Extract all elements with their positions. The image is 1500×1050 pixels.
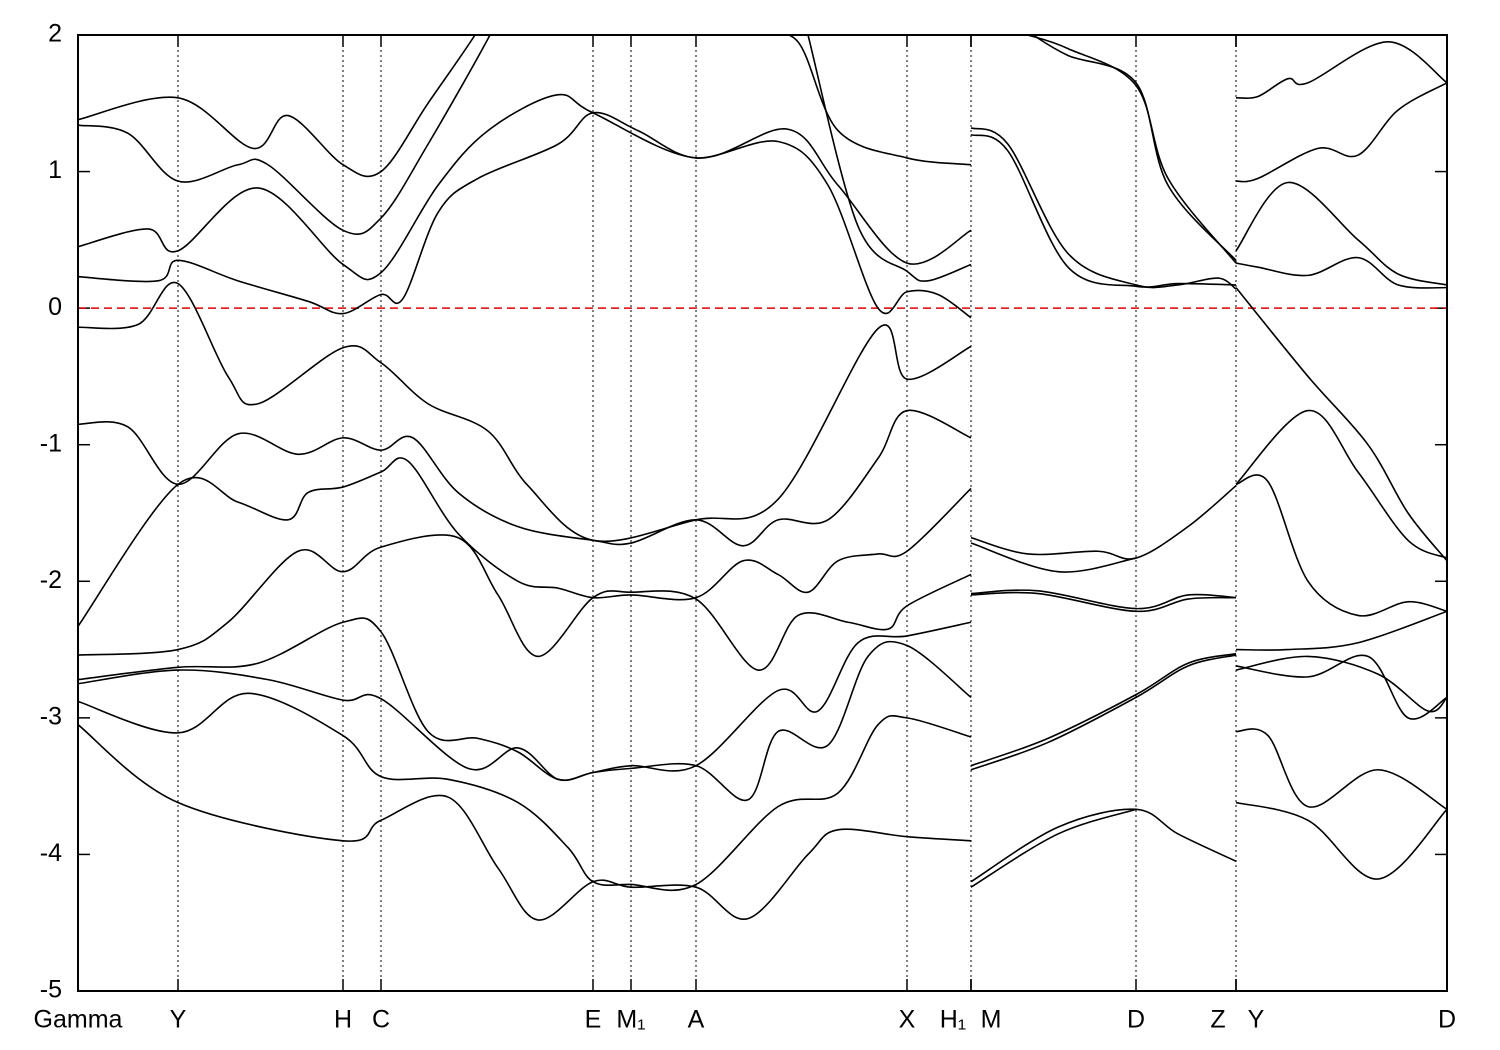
band-line: [78, 281, 972, 543]
x-tick-label: X: [899, 1006, 916, 1034]
band-line: [970, 127, 1237, 290]
x-tick-label: E: [585, 1006, 602, 1034]
x-tick-label: M₁: [616, 1006, 645, 1034]
band-line: [1032, 35, 1237, 261]
y-tick-label: 2: [48, 20, 62, 48]
x-tick-label: M: [981, 1006, 1002, 1034]
x-tick-label: D: [1127, 1006, 1145, 1034]
band-line: [1235, 256, 1447, 289]
y-tick-label: -4: [40, 839, 62, 867]
band-line: [807, 35, 972, 282]
band-line: [970, 133, 1237, 288]
band-line: [970, 808, 1137, 888]
band-line: [78, 692, 972, 892]
x-tick-label: Y: [170, 1006, 187, 1034]
band-line: [78, 724, 972, 921]
band-line: [1235, 655, 1447, 713]
band-line: [78, 617, 972, 781]
band-line: [970, 808, 1237, 883]
y-tick-label: 1: [48, 156, 62, 184]
x-tick-label: H₁: [940, 1006, 967, 1034]
band-line: [78, 111, 972, 319]
band-line: [78, 409, 972, 547]
band-line: [78, 457, 972, 627]
bands: [78, 35, 1447, 921]
y-tick-label: 0: [48, 293, 62, 321]
band-line: [970, 589, 1237, 610]
band-line: [1027, 35, 1237, 264]
band-line: [970, 485, 1237, 560]
band-line: [970, 542, 1137, 573]
band-line: [970, 591, 1237, 613]
band-line: [78, 35, 476, 178]
band-line: [1235, 41, 1447, 100]
x-tick-label: Gamma: [34, 1006, 123, 1034]
band-line: [78, 534, 972, 671]
band-line: [1235, 801, 1447, 880]
band-line: [78, 93, 972, 281]
band-line: [78, 35, 491, 235]
band-line: [1235, 474, 1447, 617]
band-line: [78, 640, 972, 802]
y-tick-label: -2: [40, 566, 62, 594]
x-tick-label: A: [688, 1006, 705, 1034]
x-tick-label: H: [334, 1006, 352, 1034]
plot-frame: [77, 34, 1448, 992]
band-line: [1235, 82, 1447, 183]
y-tick-label: -5: [40, 976, 62, 1004]
band-line: [1235, 409, 1447, 559]
band-line: [1235, 654, 1447, 720]
y-tick-label: -3: [40, 702, 62, 730]
x-tick-label: Z: [1210, 1006, 1225, 1034]
band-line: [970, 654, 1237, 771]
band-line: [1235, 181, 1447, 286]
band-line: [1235, 287, 1447, 562]
x-tick-label: D: [1438, 1006, 1456, 1034]
y-tick-label: -1: [40, 429, 62, 457]
x-tick-label: C: [372, 1006, 390, 1034]
band-line: [1235, 728, 1447, 811]
band-line: [970, 652, 1237, 767]
x-tick-label: Y: [1248, 1006, 1265, 1034]
band-line: [1235, 610, 1447, 651]
